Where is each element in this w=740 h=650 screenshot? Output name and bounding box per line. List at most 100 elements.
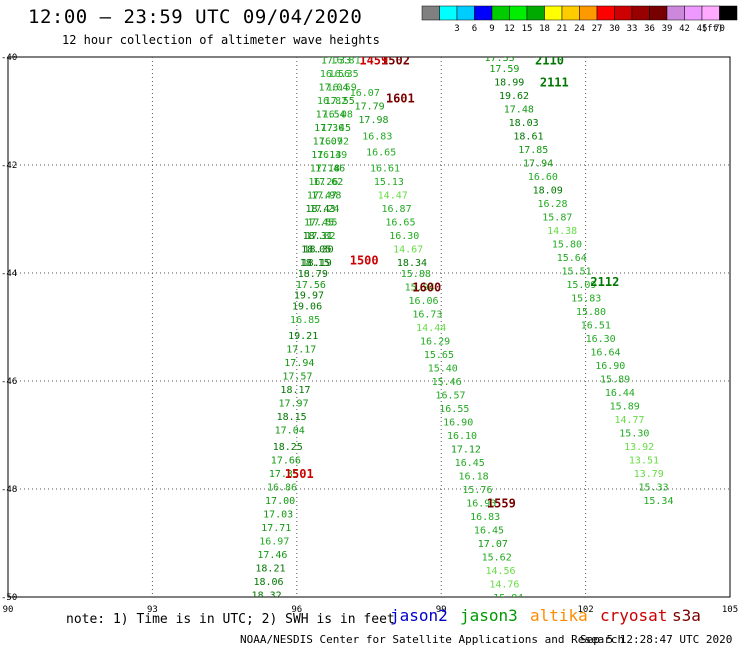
swh-value: 16.59 — [327, 83, 357, 94]
swh-value: 16.61 — [370, 164, 400, 175]
swh-value: 16.18 — [459, 472, 489, 483]
colorbar-label: 33 — [627, 24, 638, 34]
colorbar-label: 9 — [489, 24, 494, 34]
swh-value: 16.29 — [420, 337, 450, 348]
swh-value: 14.56 — [485, 566, 515, 577]
swh-value: 15.87 — [542, 212, 572, 223]
swh-value: 18.34 — [397, 258, 427, 269]
swh-value: 16.35 — [329, 69, 359, 80]
swh-value: 17.85 — [518, 145, 548, 156]
colorbar-swatch — [421, 5, 440, 21]
x-tick-label: 105 — [722, 605, 738, 615]
swh-value: 16.65 — [385, 218, 415, 229]
swh-value: 18.25 — [273, 442, 303, 453]
colorbar-label: 15 — [522, 24, 533, 34]
legend-s3a: s3a — [672, 606, 701, 625]
generated-timestamp: Sep 5 12:28:47 UTC 2020 — [580, 633, 733, 646]
swh-value: 16.87 — [382, 204, 412, 215]
swh-value: 14.77 — [614, 415, 644, 426]
swh-value: 14.44 — [416, 323, 446, 334]
swh-value: 15.30 — [619, 428, 649, 439]
swh-value: 17.33 — [321, 56, 351, 67]
colorbar-legend: 3 6 9 12 15 18 21 24 27 30 33 36 39 42 45 70(ft) — [421, 5, 738, 34]
axis-labels: 90 93 96 99 102 105 -40 -42 -44 -46 -48 -50 — [1, 53, 738, 615]
swh-value: 14.76 — [489, 580, 519, 591]
swh-value: 16.10 — [447, 431, 477, 442]
swh-value: 15.51 — [562, 266, 592, 277]
colorbar-swatch — [684, 5, 703, 21]
x-tick-label: 93 — [147, 605, 158, 615]
swh-value: 17.54 — [316, 110, 346, 121]
pass-time-label: 2112 — [590, 275, 619, 289]
swh-value: 17.98 — [358, 115, 388, 126]
pass-time-label: 1459 — [359, 54, 388, 68]
swh-value: 18.03 — [509, 118, 539, 129]
swh-value: 16.57 — [435, 391, 465, 402]
swh-value: 17.12 — [451, 445, 481, 456]
colorbar-label: 39 — [662, 24, 673, 34]
swh-value: 17.03 — [263, 509, 293, 520]
y-tick-label: -40 — [1, 53, 17, 63]
swh-value: 15.62 — [482, 553, 512, 564]
swh-value: 17.45 — [321, 123, 351, 134]
colorbar-label: 12 — [504, 24, 515, 34]
swh-value: 16.83 — [470, 512, 500, 523]
swh-value: 15.46 — [432, 377, 462, 388]
swh-value: 17.94 — [523, 158, 553, 169]
swh-value: 15.13 — [374, 177, 404, 188]
swh-value: 17.59 — [489, 64, 519, 75]
colorbar-label: 3 — [454, 24, 459, 34]
colorbar-label: 18 — [539, 24, 550, 34]
swh-value: 18.99 — [494, 77, 524, 88]
swh-value: 16.44 — [605, 388, 635, 399]
swh-value: 16.56 — [320, 69, 350, 80]
swh-value: 17.30 — [314, 123, 344, 134]
swh-value: 17.04 — [318, 83, 348, 94]
swh-value: 16.85 — [290, 315, 320, 326]
colorbar-swatch — [614, 5, 633, 21]
swh-value: 17.94 — [284, 358, 314, 369]
swh-value: 17.13 — [311, 150, 341, 161]
swh-value: 17.48 — [504, 104, 534, 115]
colorbar-swatch — [579, 5, 598, 21]
swh-value: 16.65 — [366, 148, 396, 159]
swh-value: 15.89 — [600, 374, 630, 385]
x-tick-label: 90 — [3, 605, 14, 615]
wave-height-tracks: 17.33 16.56 17.04 16.82 17.54 17.30 17.07 17.13… — [252, 56, 674, 601]
colorbar-swatch — [491, 5, 510, 21]
y-tick-label: -48 — [1, 485, 17, 495]
swh-value: 16.45 — [474, 526, 504, 537]
map-border — [7, 56, 731, 598]
swh-value: 13.92 — [624, 442, 654, 453]
y-tick-label: -44 — [1, 269, 17, 279]
swh-value: 17.66 — [271, 455, 301, 466]
pass-time-label: 2111 — [540, 75, 569, 89]
swh-value: 19.62 — [499, 91, 529, 102]
swh-value: 18.32 — [252, 590, 282, 601]
swh-value: 16.60 — [528, 172, 558, 183]
swh-value: 17.71 — [261, 523, 291, 534]
swh-value: 16.55 — [439, 404, 469, 415]
swh-value: 17.56 — [296, 280, 326, 291]
swh-value: 16.64 — [590, 347, 620, 358]
swh-value: 15.65 — [424, 350, 454, 361]
swh-value: 16.28 — [537, 199, 567, 210]
swh-value: 13.79 — [634, 469, 664, 480]
swh-value: 18.06 — [253, 577, 283, 588]
colorbar-label: 24 — [574, 24, 585, 34]
swh-value: 16.73 — [412, 310, 442, 321]
x-tick-label: 102 — [577, 605, 593, 615]
swh-value: 17.46 — [257, 550, 287, 561]
pass-time-label: 1502 — [381, 54, 410, 68]
swh-value: 16.26 — [308, 177, 338, 188]
swh-value: 16.30 — [586, 334, 616, 345]
swh-value: 18.43 — [305, 204, 335, 215]
legend-jason2: jason2 — [390, 606, 448, 625]
colorbar-swatch — [439, 5, 458, 21]
swh-value: 15.88 — [401, 269, 431, 280]
swh-value: 15.80 — [576, 307, 606, 318]
swh-value: 16.82 — [317, 96, 347, 107]
swh-value: 18.17 — [280, 385, 310, 396]
pass-time-label: 1559 — [487, 497, 516, 511]
swh-value: 17.04 — [275, 426, 305, 437]
